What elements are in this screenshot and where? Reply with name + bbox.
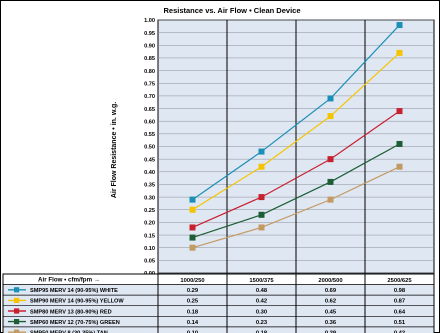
data-label: 0.42: [256, 299, 267, 305]
legend-marker: [14, 319, 20, 325]
y-tick-label: 0.50: [144, 145, 155, 151]
y-tick-label: 0.30: [144, 195, 155, 201]
data-point: [258, 224, 265, 231]
data-label: 0.25: [187, 299, 199, 305]
y-tick-label: 1.00: [144, 18, 155, 24]
legend-entry: SMP90 MERV 14 (90-95%) YELLOW: [30, 299, 124, 305]
data-table: Air Flow • cfm/fpm → 1000/250 1500/375 2000…: [2, 273, 435, 333]
y-tick-label: 0.20: [144, 221, 155, 227]
legend-marker: [14, 329, 20, 333]
y-tick-label: 0.25: [144, 208, 155, 214]
data-label: 0.48: [256, 288, 268, 294]
x-category-label: 1500/375: [249, 278, 274, 284]
y-tick-label: 0.85: [144, 56, 155, 62]
series-line-2: [192, 110, 400, 229]
data-label: 0.62: [325, 299, 336, 305]
data-label: 0.23: [256, 320, 268, 326]
series-points: [189, 22, 403, 251]
data-point: [396, 140, 403, 147]
legend-entry: SMP95 MERV 14 (90-95%) WHITE: [30, 288, 118, 294]
y-tick-label: 0.95: [144, 31, 155, 37]
data-point: [396, 108, 403, 115]
data-point: [258, 211, 265, 218]
y-tick-label: 0.65: [144, 107, 155, 113]
data-point: [189, 234, 196, 241]
data-point: [189, 206, 196, 213]
data-point: [327, 156, 334, 163]
legend-entry: SMP80 MERV 13 (80-90%) RED: [30, 309, 112, 315]
table-header-row: [3, 274, 434, 285]
data-label: 0.42: [394, 331, 405, 333]
x-axis-label: Air Flow • cfm/fpm →: [38, 277, 100, 284]
data-point: [327, 95, 334, 102]
data-label: 0.10: [187, 331, 198, 333]
legend-entry: SMP60 MERV 12 (70-75%) GREEN: [30, 320, 120, 326]
y-tick-label: 0.90: [144, 44, 155, 50]
data-point: [327, 178, 334, 185]
data-point: [189, 244, 196, 251]
data-label: 0.14: [187, 320, 199, 326]
data-label: 0.18: [187, 309, 199, 315]
y-tick-label: 0.35: [144, 183, 155, 189]
legend-marker: [14, 308, 20, 314]
data-label: 0.45: [325, 309, 337, 315]
x-category-label: 1000/250: [180, 278, 204, 284]
legend-marker: [14, 287, 20, 293]
data-point: [396, 163, 403, 170]
data-point: [327, 196, 334, 203]
y-tick-label: 0.15: [144, 233, 155, 239]
series-line-4: [192, 166, 400, 249]
series-line-0: [192, 24, 400, 201]
table-row: [3, 295, 434, 306]
y-tick-label: 0.05: [144, 259, 155, 265]
y-tick-label: 0.80: [144, 69, 155, 75]
data-label: 0.18: [256, 331, 268, 333]
data-point: [327, 113, 334, 120]
table-row: [3, 326, 434, 333]
x-category-label: 2500/625: [387, 278, 412, 284]
y-tick-label: 0.45: [144, 157, 155, 163]
data-point: [396, 22, 403, 29]
y-tick-labels: 0.000.050.100.150.200.250.300.350.400.45…: [144, 18, 155, 277]
data-label: 0.69: [325, 288, 337, 294]
y-tick-label: 0.40: [144, 170, 155, 176]
data-label: 0.30: [256, 309, 267, 315]
table-row: [3, 305, 434, 317]
data-point: [258, 148, 265, 155]
data-point: [189, 196, 196, 203]
data-point: [396, 49, 403, 56]
table-row: [3, 316, 434, 327]
data-label: 0.36: [325, 320, 337, 326]
y-tick-label: 0.10: [144, 246, 155, 252]
legend-entry: SMP50 MERV 8 (30-35%) TAN: [30, 331, 108, 333]
data-point: [258, 194, 265, 201]
x-category-label: 2000/500: [318, 278, 342, 284]
series-line-3: [192, 143, 400, 239]
y-tick-label: 0.55: [144, 132, 155, 138]
y-axis-label: Air Flow Resistance • in. w.g.: [111, 102, 118, 198]
data-label: 0.64: [394, 309, 406, 315]
y-tick-label: 0.70: [144, 94, 155, 100]
data-label: 0.87: [394, 299, 405, 305]
chart-title: Resistance vs. Air Flow • Clean Device: [164, 6, 301, 15]
data-label: 0.29: [187, 288, 199, 294]
data-label: 0.29: [325, 331, 337, 333]
series-line-1: [192, 52, 400, 211]
legend-marker: [14, 297, 20, 303]
table-row: [3, 284, 434, 296]
y-tick-label: 0.75: [144, 81, 155, 87]
y-tick-label: 0.60: [144, 119, 155, 125]
series-lines: [192, 24, 400, 249]
data-label: 0.98: [394, 288, 406, 294]
data-point: [258, 163, 265, 170]
data-point: [189, 224, 196, 231]
data-label: 0.51: [394, 320, 406, 326]
